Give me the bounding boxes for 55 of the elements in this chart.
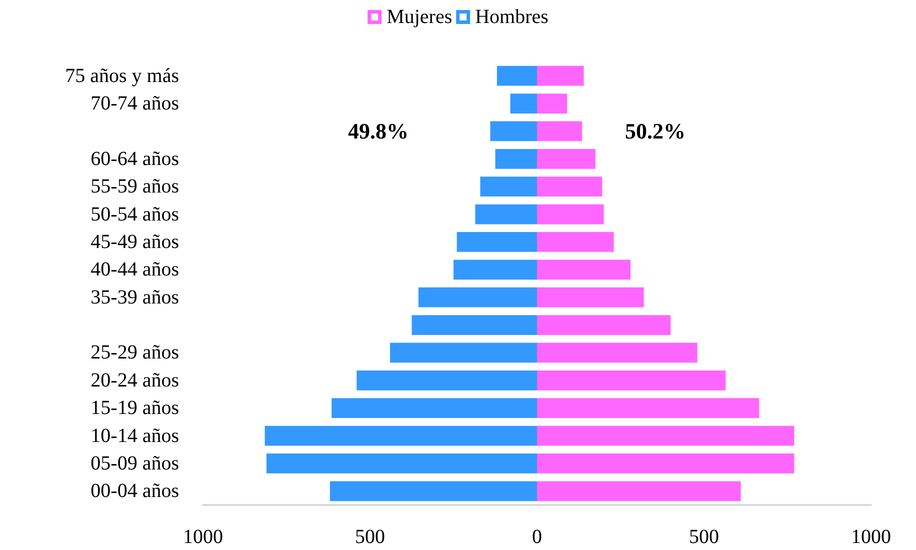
bar [537,176,602,197]
x-tick-label: 1000 [183,526,223,548]
legend-label: Hombres [475,6,549,28]
bar [266,454,537,474]
bar [356,370,537,390]
y-tick-label: 55-59 años [90,176,180,198]
y-tick-label: 45-49 años [90,230,180,253]
bar [495,148,537,169]
x-tick-label: 500 [689,526,719,548]
bar [510,94,537,114]
x-tick-label: 1000 [851,526,891,548]
y-tick-label: 20-24 años [90,369,180,392]
y-tick-label: 50-54 años [90,203,180,226]
bar [537,426,794,446]
bar [480,176,537,197]
bar [330,481,537,502]
y-tick-label: 60-64 años [90,148,180,170]
y-tick-label: 05-09 años [90,452,180,474]
annotation: 50.2% [625,118,686,144]
y-tick-label: 15-19 años [90,397,180,420]
x-tick-label: 0 [532,526,542,548]
annotation: 49.8% [348,118,408,144]
bar [537,204,604,224]
bar [537,454,794,474]
bar [418,287,537,308]
bar [264,426,537,446]
x-tick-label: 500 [355,526,385,548]
bar [537,121,582,142]
y-tick-label: 35-39 años [90,286,180,308]
bar [537,342,698,363]
bar [537,94,568,114]
bar [537,398,760,418]
legend-label: Mujeres [386,6,452,28]
y-tick-label: 40-44 años [90,258,180,281]
bar [537,370,726,390]
y-tick-label: 00-04 años [90,480,180,502]
bar [537,232,614,252]
bar [332,398,537,418]
bar [537,315,671,335]
bar [537,287,644,308]
bar [537,481,741,502]
bar [490,121,537,142]
bar [390,342,537,363]
bar [475,204,537,224]
bar [496,66,537,86]
bar [412,315,537,335]
bar [537,66,584,86]
bar [456,232,537,252]
y-tick-label: 75 años y más [65,64,180,87]
bar [454,260,537,280]
y-tick-label: 10-14 años [90,424,180,447]
y-tick-label: 25-29 años [90,342,180,364]
bar [537,260,631,280]
bar [537,148,596,169]
y-tick-label: 70-74 años [90,92,180,115]
